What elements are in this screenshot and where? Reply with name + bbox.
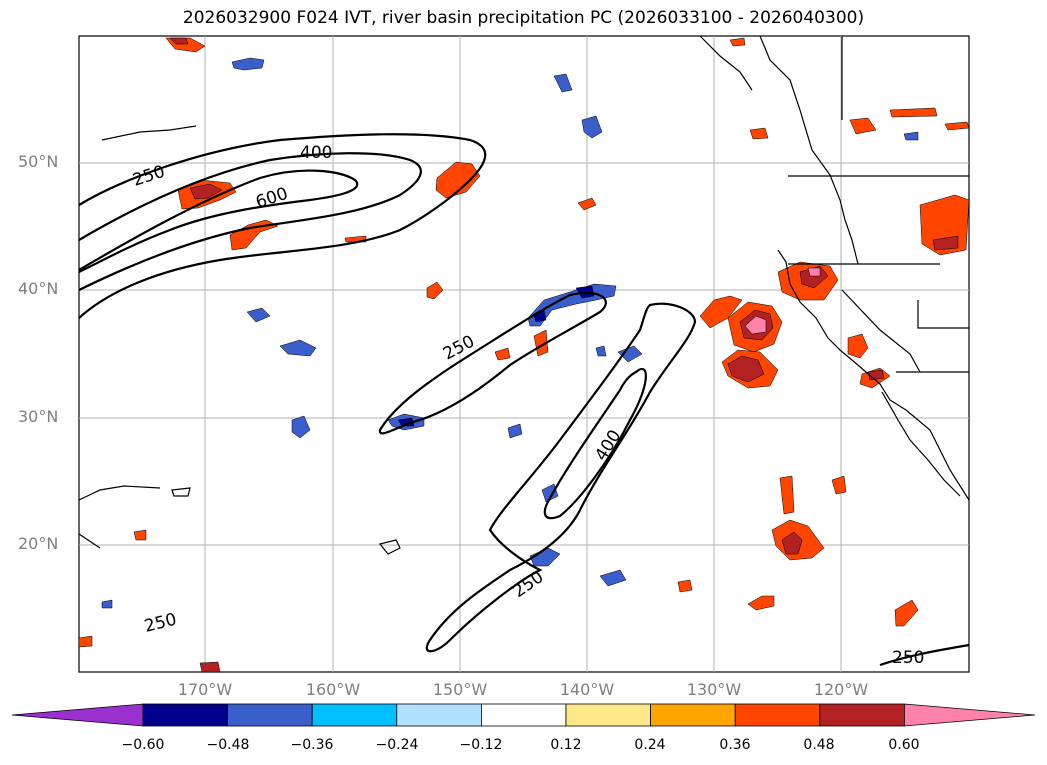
colorbar-segment — [565, 703, 651, 727]
lon-label: 120°W — [813, 680, 869, 699]
colorbar-tick-label: −0.60 — [121, 737, 165, 753]
lat-label: 20°N — [18, 534, 59, 553]
precip-patch — [847, 333, 869, 359]
lat-label: 50°N — [18, 152, 59, 171]
contour-label: 250 — [892, 648, 924, 668]
colorbar-segment — [480, 703, 567, 727]
coastline — [699, 35, 753, 91]
precip-patch — [727, 355, 765, 383]
ivt-contour-400 — [543, 367, 647, 520]
ivt-contour-250 — [425, 302, 697, 653]
map-frame — [78, 35, 970, 673]
precip-patch — [435, 161, 481, 199]
precip-patch — [553, 73, 573, 93]
coastline — [171, 487, 191, 497]
colorbar-tick-label: 0.36 — [719, 737, 751, 753]
colorbar-tick-label: 0.48 — [803, 737, 835, 753]
colorbar-segment — [650, 703, 736, 727]
ivt-contour-400 — [78, 152, 422, 291]
precip-patch — [889, 107, 938, 118]
ivt-contour-250 — [378, 291, 607, 435]
lon-label: 150°W — [432, 680, 488, 699]
state-border — [841, 289, 921, 373]
precip-patch — [246, 307, 271, 323]
coastline — [777, 249, 970, 501]
precip-patch — [231, 57, 265, 71]
coastline — [78, 533, 101, 549]
precip-patch — [577, 197, 597, 211]
lon-label: 170°W — [177, 680, 233, 699]
precip-patch — [781, 531, 803, 555]
precip-patch — [779, 475, 795, 515]
precip-patch — [133, 529, 147, 541]
ivt-contour-250 — [879, 643, 970, 667]
colorbar-tick-label: 0.60 — [888, 737, 920, 753]
precip-patch — [749, 127, 769, 140]
coastline — [759, 35, 859, 265]
colorbar-tick-label: −0.48 — [206, 737, 250, 753]
precip-patch — [581, 115, 603, 139]
colorbar-segment — [311, 703, 398, 727]
precip-patch — [744, 315, 767, 335]
precip-patch — [279, 339, 317, 357]
precip-patch — [699, 295, 743, 329]
colorbar-segment — [396, 703, 482, 727]
precip-patch — [169, 37, 189, 45]
precip-patch — [799, 265, 829, 289]
precip-patch — [831, 475, 847, 495]
colorbar-tick-label: −0.12 — [459, 737, 503, 753]
precip-patch — [729, 37, 746, 47]
precip-patch — [747, 595, 775, 611]
ivt-contours — [78, 133, 970, 667]
colorbar-segment — [734, 703, 821, 727]
precip-patch — [78, 635, 93, 648]
colorbar-tick-label: −0.36 — [290, 737, 334, 753]
coastline — [78, 485, 161, 501]
ivt-contour-600 — [78, 169, 359, 273]
precip-patch — [494, 347, 511, 361]
precip-patch — [189, 183, 223, 200]
lon-label: 160°W — [305, 680, 361, 699]
contour-label: 400 — [300, 143, 332, 163]
colorbar-segment — [227, 703, 313, 727]
lat-label: 40°N — [18, 279, 59, 298]
precip-patch — [849, 117, 877, 135]
precip-patch — [426, 281, 444, 300]
precip-patch — [944, 121, 970, 131]
colorbar-tick-label: 0.24 — [634, 737, 666, 753]
lon-label: 130°W — [686, 680, 742, 699]
precip-patch — [199, 661, 221, 673]
precip-patch — [101, 599, 113, 609]
coastline — [101, 125, 197, 141]
colorbar-tick-label: 0.12 — [550, 737, 582, 753]
precip-patch — [903, 131, 919, 141]
precip-patch — [507, 423, 523, 439]
precip-patch — [894, 599, 919, 627]
map-title: 2026032900 F024 IVT, river basin precipi… — [182, 8, 865, 28]
precip-patch — [229, 219, 279, 251]
lat-label: 30°N — [18, 407, 59, 426]
coastline — [881, 391, 961, 497]
precip-patch — [677, 579, 693, 593]
lon-label: 140°W — [559, 680, 615, 699]
precip-patch — [599, 569, 627, 587]
precip-patch — [541, 483, 559, 503]
ivt-contour-250 — [78, 133, 487, 319]
coastlines — [78, 35, 970, 555]
precip-patch — [595, 345, 607, 357]
colorbar-segment — [819, 703, 905, 727]
colorbar-tick-label: −0.24 — [375, 737, 419, 753]
state-border — [917, 300, 969, 329]
colorbar-segment — [142, 703, 228, 727]
precip-patch — [932, 235, 959, 251]
colorbar-extend-high — [904, 703, 1036, 727]
coastline — [378, 539, 401, 555]
precip-patch — [291, 415, 311, 439]
precip-patch — [807, 267, 821, 277]
colorbar-extend-low — [11, 703, 144, 727]
colorbar — [11, 703, 1036, 727]
